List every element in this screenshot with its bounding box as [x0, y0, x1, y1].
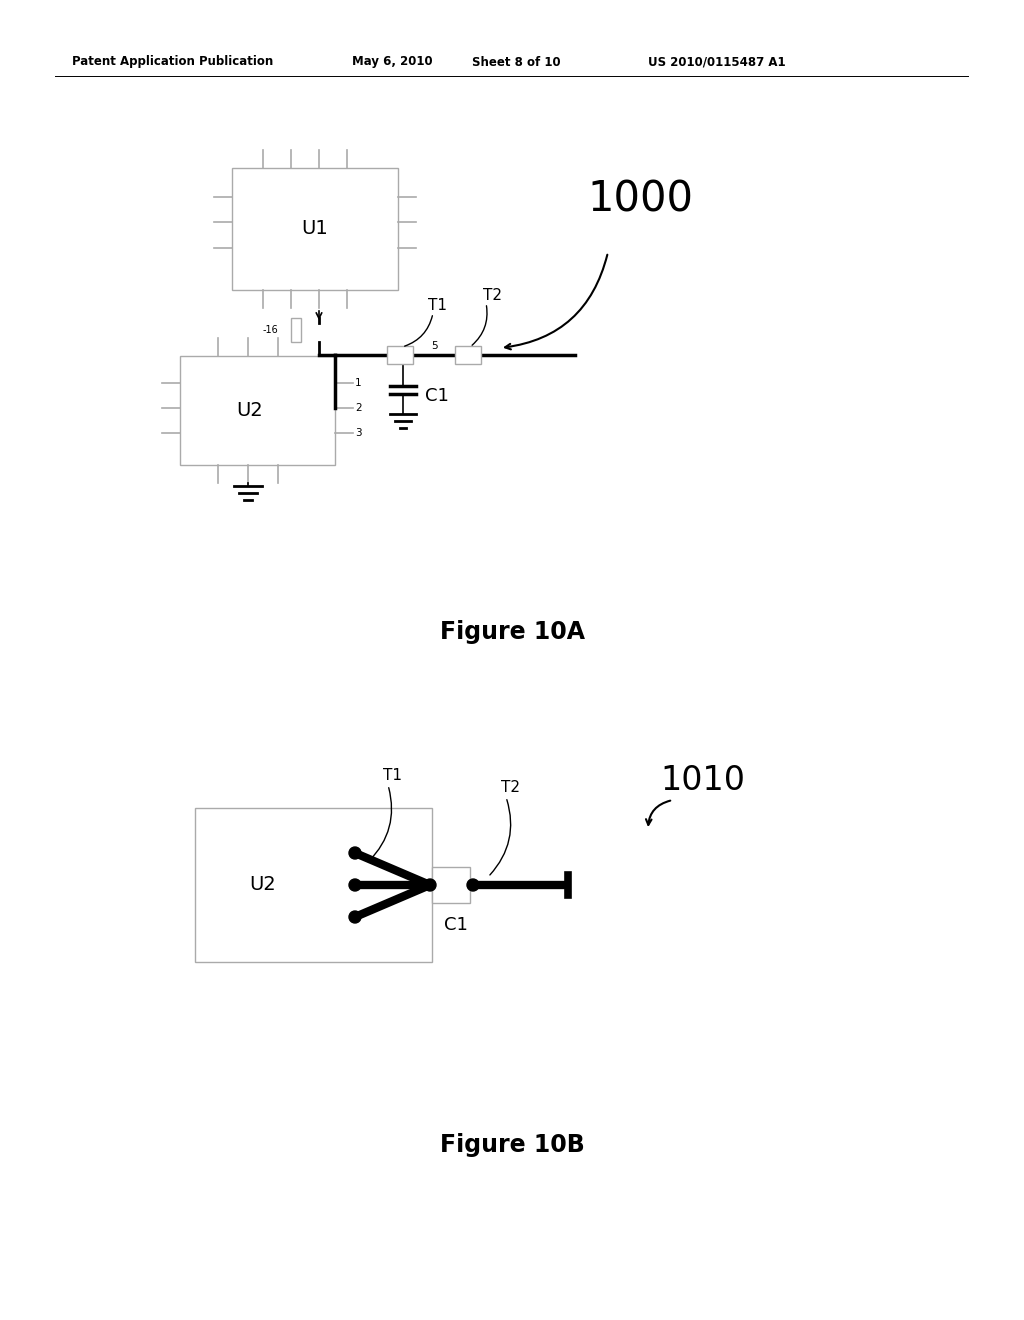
- Text: 1010: 1010: [660, 763, 745, 796]
- Bar: [232, 168, 398, 290]
- Bar: [387, 346, 413, 364]
- Text: 1: 1: [355, 378, 361, 388]
- Text: -16: -16: [262, 325, 278, 335]
- Bar: [180, 356, 335, 465]
- Text: 2: 2: [355, 403, 361, 413]
- Text: 1000: 1000: [587, 180, 693, 220]
- Bar: [455, 346, 481, 364]
- Circle shape: [467, 879, 479, 891]
- Circle shape: [349, 879, 361, 891]
- Circle shape: [349, 911, 361, 923]
- Text: Figure 10B: Figure 10B: [439, 1133, 585, 1158]
- Text: May 6, 2010: May 6, 2010: [352, 55, 432, 69]
- Text: C1: C1: [425, 387, 449, 405]
- Text: Sheet 8 of 10: Sheet 8 of 10: [472, 55, 560, 69]
- Text: T2: T2: [483, 288, 502, 302]
- Bar: [195, 808, 432, 962]
- Text: 3: 3: [355, 428, 361, 438]
- Circle shape: [349, 847, 361, 859]
- Text: US 2010/0115487 A1: US 2010/0115487 A1: [648, 55, 785, 69]
- Text: Figure 10A: Figure 10A: [439, 620, 585, 644]
- Text: U2: U2: [250, 875, 276, 895]
- Text: Patent Application Publication: Patent Application Publication: [72, 55, 273, 69]
- Text: T1: T1: [428, 297, 447, 313]
- Bar: [291, 318, 301, 342]
- Circle shape: [424, 879, 436, 891]
- Text: T2: T2: [501, 780, 520, 796]
- Text: U2: U2: [237, 401, 263, 420]
- Text: C1: C1: [444, 916, 468, 935]
- Bar: [432, 867, 470, 903]
- Text: T1: T1: [383, 768, 402, 784]
- Text: U1: U1: [302, 219, 329, 239]
- Text: 5: 5: [431, 341, 437, 351]
